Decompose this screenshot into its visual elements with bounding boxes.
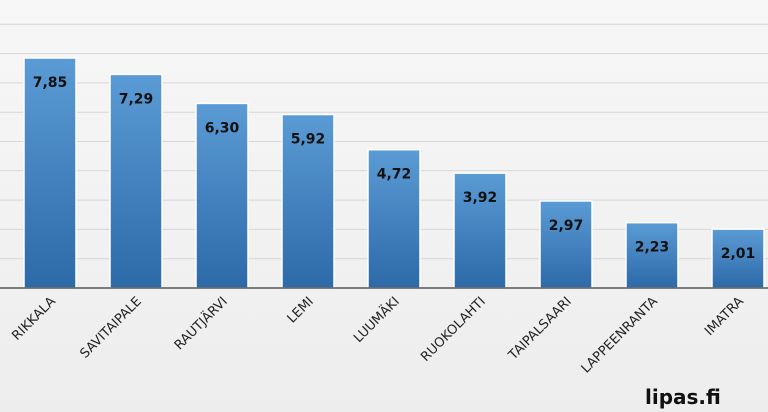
- bar-value-label: 7,29: [119, 91, 154, 107]
- category-label: TAIPALSAARI: [505, 294, 575, 364]
- watermark-text: lipas.fi: [645, 385, 721, 409]
- bar-value-label: 7,85: [33, 75, 68, 91]
- bar: [711, 228, 765, 289]
- category-label: LUUMÄKI: [350, 294, 402, 346]
- bar-value-label: 6,30: [205, 120, 240, 136]
- category-label: RUOKOLAHTI: [418, 294, 489, 365]
- category-label: IMATRA: [702, 294, 747, 339]
- value-labels: 7,85 7,29 6,30 5,92 4,72 3,92 2,97 2,23 2,01: [33, 75, 756, 262]
- category-labels: RIKKALA SAVITAIPALE RAUTJÄRVI LEMI LUUMÄKI RU…: [9, 294, 747, 377]
- category-label: LAPPEENRANTA: [579, 294, 661, 376]
- bar-value-label: 2,23: [635, 240, 670, 256]
- category-label: LEMI: [285, 294, 317, 326]
- bar: [453, 172, 507, 289]
- bar-value-label: 3,92: [463, 190, 498, 206]
- bar-value-label: 2,97: [549, 218, 584, 234]
- bar: [539, 200, 593, 289]
- bar: [23, 57, 77, 289]
- bars: [23, 57, 765, 289]
- bar: [625, 221, 679, 289]
- category-label: SAVITAIPALE: [77, 294, 144, 361]
- category-label: RIKKALA: [9, 294, 59, 344]
- category-label: RAUTJÄRVI: [171, 294, 231, 354]
- bar-value-label: 4,72: [377, 167, 412, 183]
- bar-value-label: 5,92: [291, 132, 326, 148]
- bar-value-label: 2,01: [721, 246, 756, 262]
